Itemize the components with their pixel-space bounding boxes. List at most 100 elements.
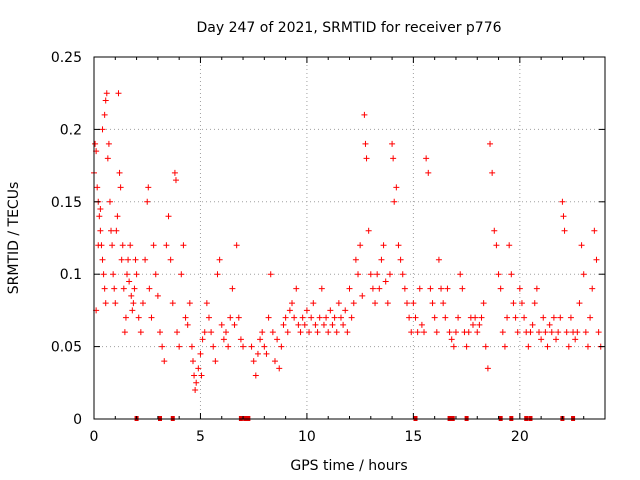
data-point xyxy=(542,329,549,336)
data-point xyxy=(180,242,187,249)
data-point xyxy=(510,300,517,307)
data-point xyxy=(548,329,555,336)
data-point xyxy=(282,314,289,321)
data-point xyxy=(97,227,104,234)
data-point xyxy=(113,227,120,234)
data-point xyxy=(482,343,489,350)
data-point xyxy=(218,321,225,328)
data-point xyxy=(203,300,210,307)
data-point xyxy=(469,321,476,328)
chart-title: Day 247 of 2021, SRMTID for receiver p77… xyxy=(196,20,501,36)
data-point xyxy=(342,307,349,314)
data-point xyxy=(357,242,364,249)
data-point xyxy=(174,329,181,336)
data-point xyxy=(227,314,234,321)
data-point xyxy=(380,242,387,249)
data-point xyxy=(587,314,594,321)
data-point xyxy=(144,198,151,205)
data-point xyxy=(535,329,542,336)
data-point xyxy=(128,292,135,299)
y-tick-label: 0.05 xyxy=(51,340,82,356)
data-point xyxy=(574,329,581,336)
data-point xyxy=(463,343,470,350)
data-point xyxy=(169,300,176,307)
data-point xyxy=(393,184,400,191)
data-point xyxy=(499,329,506,336)
data-point xyxy=(533,285,540,292)
data-point xyxy=(267,271,274,278)
data-point xyxy=(391,198,398,205)
data-point xyxy=(117,184,124,191)
data-point xyxy=(425,169,432,176)
data-point xyxy=(240,343,247,350)
data-point xyxy=(399,271,406,278)
data-point xyxy=(259,329,266,336)
data-point xyxy=(133,271,140,278)
x-tick-label: 15 xyxy=(404,429,422,445)
data-point xyxy=(476,321,483,328)
data-point xyxy=(186,300,193,307)
data-point xyxy=(457,271,464,278)
data-point xyxy=(142,256,149,263)
data-point xyxy=(99,126,106,133)
data-point xyxy=(472,314,479,321)
data-point xyxy=(421,329,428,336)
data-point xyxy=(435,256,442,263)
data-point xyxy=(233,242,240,249)
data-point xyxy=(214,271,221,278)
y-tick-label: 0.1 xyxy=(60,267,82,283)
data-point xyxy=(418,321,425,328)
data-point xyxy=(102,300,109,307)
data-point xyxy=(124,271,131,278)
data-point xyxy=(293,285,300,292)
data-point xyxy=(139,300,146,307)
data-point xyxy=(318,285,325,292)
data-point xyxy=(431,314,438,321)
data-point xyxy=(361,111,368,118)
data-point xyxy=(487,140,494,147)
data-point xyxy=(150,242,157,249)
y-tick-label: 0.15 xyxy=(51,195,82,211)
data-point xyxy=(591,227,598,234)
data-point xyxy=(323,314,330,321)
data-point xyxy=(408,329,415,336)
y-tick-labels: 0 0.05 0.1 0.15 0.2 0.25 xyxy=(51,50,82,428)
data-point xyxy=(327,307,334,314)
data-point xyxy=(112,300,119,307)
data-point xyxy=(427,285,434,292)
data-point xyxy=(504,314,511,321)
data-point xyxy=(126,278,133,285)
data-point xyxy=(286,307,293,314)
y-tick-label: 0 xyxy=(73,412,82,428)
data-point xyxy=(555,329,562,336)
data-point xyxy=(92,140,99,147)
data-point xyxy=(567,314,574,321)
data-point xyxy=(346,285,353,292)
data-point xyxy=(109,242,116,249)
data-point xyxy=(210,343,217,350)
data-point xyxy=(423,155,430,162)
data-point xyxy=(163,242,170,249)
data-point xyxy=(580,271,587,278)
data-point xyxy=(193,379,200,386)
data-point xyxy=(546,321,553,328)
data-point xyxy=(395,242,402,249)
data-point xyxy=(450,343,457,350)
data-point xyxy=(501,343,508,350)
data-point xyxy=(167,256,174,263)
data-point xyxy=(397,256,404,263)
data-point xyxy=(438,285,445,292)
data-point xyxy=(333,329,340,336)
data-point xyxy=(406,314,413,321)
data-point xyxy=(284,329,291,336)
data-point xyxy=(348,314,355,321)
data-point xyxy=(572,336,579,343)
data-point xyxy=(274,336,281,343)
data-point xyxy=(106,198,113,205)
data-point xyxy=(250,358,257,365)
data-point xyxy=(518,300,525,307)
data-point xyxy=(101,285,108,292)
data-point xyxy=(145,184,152,191)
data-point xyxy=(484,365,491,372)
data-point xyxy=(103,90,110,97)
